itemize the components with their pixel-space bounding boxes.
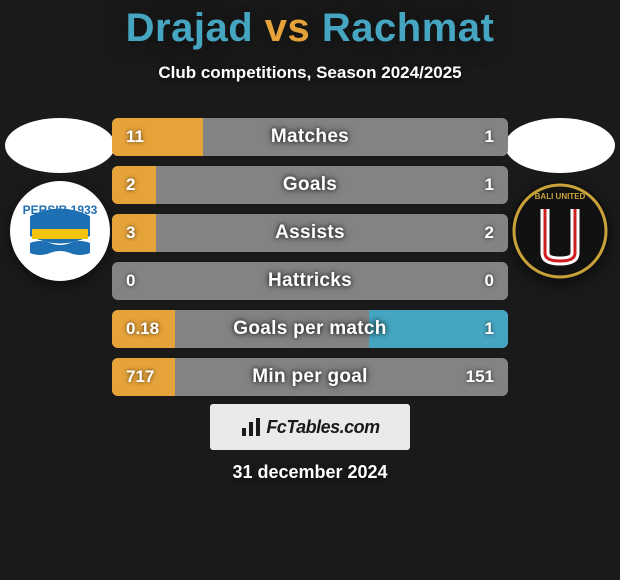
player2-name: Rachmat (322, 6, 494, 50)
player2-photo (505, 118, 615, 173)
stat-label: Assists (112, 214, 508, 252)
stat-row: 0.181Goals per match (112, 310, 508, 348)
svg-text:BALI UNITED: BALI UNITED (535, 192, 586, 201)
stat-row: 111Matches (112, 118, 508, 156)
stat-label: Goals (112, 166, 508, 204)
player-left-panel: PERSIB 1933 (5, 118, 115, 281)
stat-label: Min per goal (112, 358, 508, 396)
stat-label: Hattricks (112, 262, 508, 300)
brand-badge: FcTables.com (210, 404, 410, 450)
stat-label: Goals per match (112, 310, 508, 348)
stat-row: 32Assists (112, 214, 508, 252)
player1-photo (5, 118, 115, 173)
stat-row: 00Hattricks (112, 262, 508, 300)
stat-label: Matches (112, 118, 508, 156)
comparison-card: Drajad vs Rachmat Club competitions, Sea… (0, 6, 620, 580)
player1-name: Drajad (126, 6, 254, 50)
chart-bars-icon (240, 416, 262, 438)
brand-text: FcTables.com (266, 417, 379, 438)
stat-row: 21Goals (112, 166, 508, 204)
club1-logo: PERSIB 1933 (10, 181, 110, 281)
stat-row: 717151Min per goal (112, 358, 508, 396)
club2-logo: BALI UNITED (510, 181, 610, 281)
stat-bars: 111Matches 21Goals 32Assists 00Hattricks 0.1… (112, 118, 508, 406)
svg-text:PERSIB 1933: PERSIB 1933 (23, 203, 98, 217)
comparison-title: Drajad vs Rachmat (0, 6, 620, 51)
subtitle: Club competitions, Season 2024/2025 (0, 63, 620, 83)
player-right-panel: BALI UNITED (505, 118, 615, 281)
footer-date: 31 december 2024 (0, 462, 620, 483)
vs-text: vs (265, 6, 311, 50)
